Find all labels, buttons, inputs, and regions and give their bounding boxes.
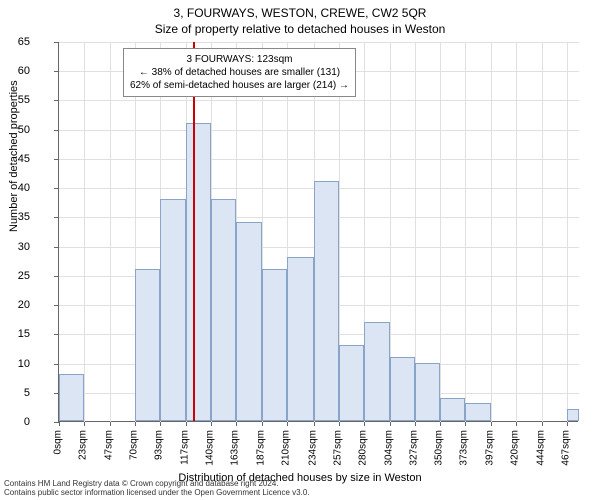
reference-line bbox=[193, 42, 195, 421]
gridline-v bbox=[491, 42, 492, 422]
x-tick-label: 23sqm bbox=[78, 430, 89, 460]
y-tick-label: 55 bbox=[0, 94, 30, 106]
histogram-bar bbox=[236, 222, 262, 421]
x-tick-label: 467sqm bbox=[561, 430, 572, 466]
x-tick-label: 47sqm bbox=[104, 430, 115, 460]
gridline-h bbox=[59, 100, 579, 101]
y-tick-label: 60 bbox=[0, 65, 30, 77]
x-tick-label: 280sqm bbox=[357, 430, 368, 466]
chart-title-sub: Size of property relative to detached ho… bbox=[0, 22, 600, 36]
y-tick-label: 10 bbox=[0, 358, 30, 370]
gridline-h bbox=[59, 42, 579, 43]
x-tick-label: 70sqm bbox=[129, 430, 140, 460]
y-tick-label: 30 bbox=[0, 241, 30, 253]
x-tick-label: 0sqm bbox=[53, 430, 64, 454]
histogram-bar bbox=[465, 403, 491, 421]
histogram-bar bbox=[135, 269, 160, 421]
histogram-bar bbox=[339, 345, 364, 421]
x-tick bbox=[59, 421, 60, 426]
histogram-bar bbox=[390, 357, 415, 421]
gridline-h bbox=[59, 130, 579, 131]
y-tick-label: 40 bbox=[0, 182, 30, 194]
y-tick-label: 35 bbox=[0, 211, 30, 223]
x-tick-label: 350sqm bbox=[433, 430, 444, 466]
gridline-v bbox=[542, 42, 543, 422]
plot-area: 3 FOURWAYS: 123sqm ← 38% of detached hou… bbox=[58, 42, 578, 422]
gridline-v bbox=[465, 42, 466, 422]
histogram-bar bbox=[160, 199, 186, 421]
histogram-bar bbox=[364, 322, 390, 421]
x-tick-label: 187sqm bbox=[256, 430, 267, 466]
histogram-bar bbox=[314, 181, 339, 421]
footer-note: Contains HM Land Registry data © Crown c… bbox=[4, 479, 310, 498]
x-tick-label: 234sqm bbox=[307, 430, 318, 466]
gridline-h bbox=[59, 159, 579, 160]
footer-line1: Contains HM Land Registry data © Crown c… bbox=[4, 479, 310, 489]
annotation-box: 3 FOURWAYS: 123sqm ← 38% of detached hou… bbox=[123, 48, 356, 97]
x-tick-label: 257sqm bbox=[332, 430, 343, 466]
histogram-bar bbox=[567, 409, 579, 421]
histogram-bar bbox=[415, 363, 440, 421]
x-tick-label: 420sqm bbox=[509, 430, 520, 466]
gridline-v bbox=[567, 42, 568, 422]
annotation-line1: 3 FOURWAYS: 123sqm bbox=[130, 53, 349, 66]
property-size-histogram: 3, FOURWAYS, WESTON, CREWE, CW2 5QR Size… bbox=[0, 0, 600, 500]
y-tick-label: 50 bbox=[0, 124, 30, 136]
chart-title-main: 3, FOURWAYS, WESTON, CREWE, CW2 5QR bbox=[0, 6, 600, 20]
gridline-v bbox=[516, 42, 517, 422]
y-tick-label: 45 bbox=[0, 153, 30, 165]
y-tick-label: 20 bbox=[0, 299, 30, 311]
x-tick-label: 327sqm bbox=[408, 430, 419, 466]
y-tick-label: 0 bbox=[0, 416, 30, 428]
x-tick-label: 397sqm bbox=[484, 430, 495, 466]
y-tick-label: 5 bbox=[0, 387, 30, 399]
x-tick-label: 117sqm bbox=[180, 430, 191, 465]
annotation-line3: 62% of semi-detached houses are larger (… bbox=[130, 79, 349, 92]
histogram-bar bbox=[211, 199, 236, 421]
histogram-bar bbox=[440, 398, 465, 421]
x-tick-label: 444sqm bbox=[536, 430, 547, 466]
x-tick-label: 163sqm bbox=[230, 430, 241, 466]
histogram-bar bbox=[59, 374, 84, 421]
x-tick-label: 93sqm bbox=[154, 430, 165, 460]
y-tick-label: 25 bbox=[0, 270, 30, 282]
y-tick-label: 15 bbox=[0, 328, 30, 340]
y-tick-label: 65 bbox=[0, 36, 30, 48]
x-tick-label: 210sqm bbox=[281, 430, 292, 466]
histogram-bar bbox=[287, 257, 313, 421]
x-tick-label: 373sqm bbox=[458, 430, 469, 466]
histogram-bar bbox=[186, 123, 211, 421]
gridline-v bbox=[84, 42, 85, 422]
footer-line2: Contains public sector information licen… bbox=[4, 488, 310, 498]
gridline-v bbox=[440, 42, 441, 422]
histogram-bar bbox=[262, 269, 287, 421]
annotation-line2: ← 38% of detached houses are smaller (13… bbox=[130, 66, 349, 79]
gridline-v bbox=[110, 42, 111, 422]
x-tick-label: 140sqm bbox=[205, 430, 216, 466]
x-tick-label: 304sqm bbox=[383, 430, 394, 466]
